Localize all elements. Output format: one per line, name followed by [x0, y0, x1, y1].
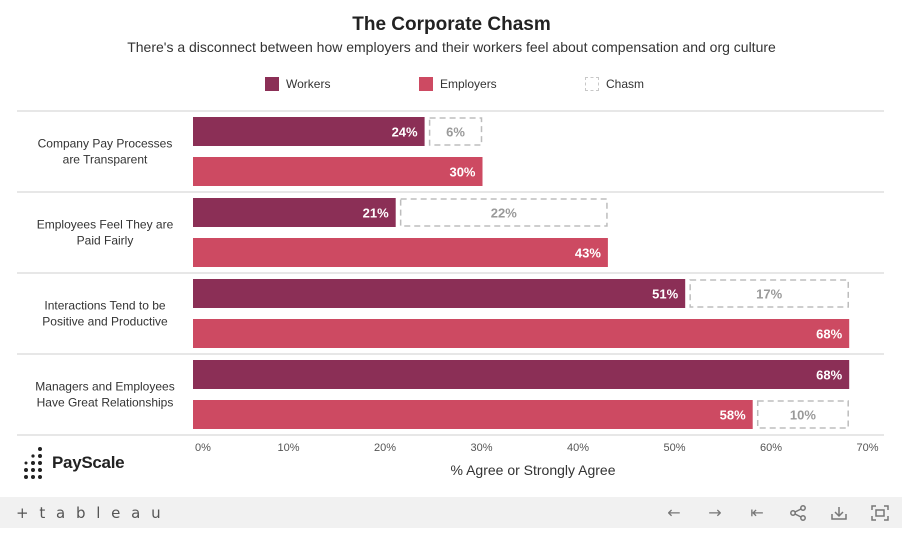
x-tick-label: 30%: [470, 442, 492, 454]
legend-swatch-workers: [265, 77, 279, 91]
category-label: Company Pay Processes: [38, 137, 173, 151]
x-tick-label: 10%: [277, 442, 299, 454]
legend-item-employers[interactable]: Employers: [419, 77, 497, 91]
x-tick-label: 40%: [567, 442, 589, 454]
reset-icon[interactable]: ⇤: [750, 503, 764, 522]
bar-employers: [193, 238, 608, 267]
x-tick-label: 20%: [374, 442, 396, 454]
tableau-toolbar: + t a b l e a u ← → ⇤: [0, 497, 902, 528]
chart-title: The Corporate Chasm: [352, 14, 551, 35]
chasm-box: [689, 279, 850, 308]
bar-workers: [193, 117, 425, 146]
download-icon[interactable]: [829, 503, 849, 523]
legend: Workers Employers Chasm: [0, 77, 908, 95]
fullscreen-icon[interactable]: [870, 503, 890, 523]
chasm-value-label: 10%: [790, 408, 816, 423]
chart-subtitle: There's a disconnect between how employe…: [127, 39, 776, 55]
forward-icon[interactable]: →: [708, 503, 722, 522]
category-label: Paid Fairly: [77, 234, 134, 248]
category-label: Employees Feel They are: [37, 218, 174, 232]
x-tick-label: 70%: [856, 442, 878, 454]
x-axis-label: % Agree or Strongly Agree: [451, 462, 616, 478]
legend-label-workers: Workers: [286, 77, 331, 91]
legend-item-workers[interactable]: Workers: [265, 77, 330, 91]
chasm-value-label: 17%: [756, 287, 782, 302]
category-label: Have Great Relationships: [37, 396, 174, 410]
legend-swatch-chasm: [585, 77, 599, 91]
category-label: Positive and Productive: [42, 315, 168, 329]
legend-item-chasm[interactable]: Chasm: [585, 77, 644, 91]
bar-value-label: 51%: [652, 287, 678, 302]
bar-chart: Company Pay Processes are Transparent 24% 3…: [17, 110, 884, 478]
x-tick-label: 0%: [195, 442, 211, 454]
chasm-box: [428, 117, 483, 146]
bar-value-label: 58%: [720, 408, 746, 423]
bar-value-label: 68%: [816, 368, 842, 383]
bar-value-label: 43%: [575, 246, 601, 261]
bar-value-label: 24%: [392, 125, 418, 140]
brand-name: PayScale: [52, 453, 125, 472]
payscale-logo-icon: [24, 447, 42, 479]
x-tick-label: 60%: [760, 442, 782, 454]
category-label: Managers and Employees: [35, 380, 174, 394]
x-tick-label: 50%: [663, 442, 685, 454]
chasm-box: [399, 198, 608, 227]
category-label: are Transparent: [63, 153, 148, 167]
share-icon[interactable]: [788, 503, 808, 523]
bar-workers: [193, 279, 686, 308]
chasm-box: [756, 400, 849, 429]
bar-value-label: 68%: [816, 327, 842, 342]
category-label: Interactions Tend to be: [44, 299, 166, 313]
bar-employers: [193, 157, 483, 186]
bar-value-label: 21%: [363, 206, 389, 221]
bar-workers: [193, 360, 850, 389]
brand-logo: PayScale: [20, 447, 125, 479]
bar-value-label: 30%: [449, 165, 475, 180]
legend-swatch-employers: [419, 77, 433, 91]
back-icon[interactable]: ←: [667, 503, 681, 522]
legend-label-employers: Employers: [440, 77, 497, 91]
bar-employers: [193, 400, 753, 429]
chasm-value-label: 22%: [491, 206, 517, 221]
chasm-value-label: 6%: [446, 125, 465, 140]
bar-employers: [193, 319, 850, 348]
tableau-logo[interactable]: + t a b l e a u: [16, 504, 164, 522]
legend-label-chasm: Chasm: [606, 77, 645, 91]
bar-workers: [193, 198, 396, 227]
